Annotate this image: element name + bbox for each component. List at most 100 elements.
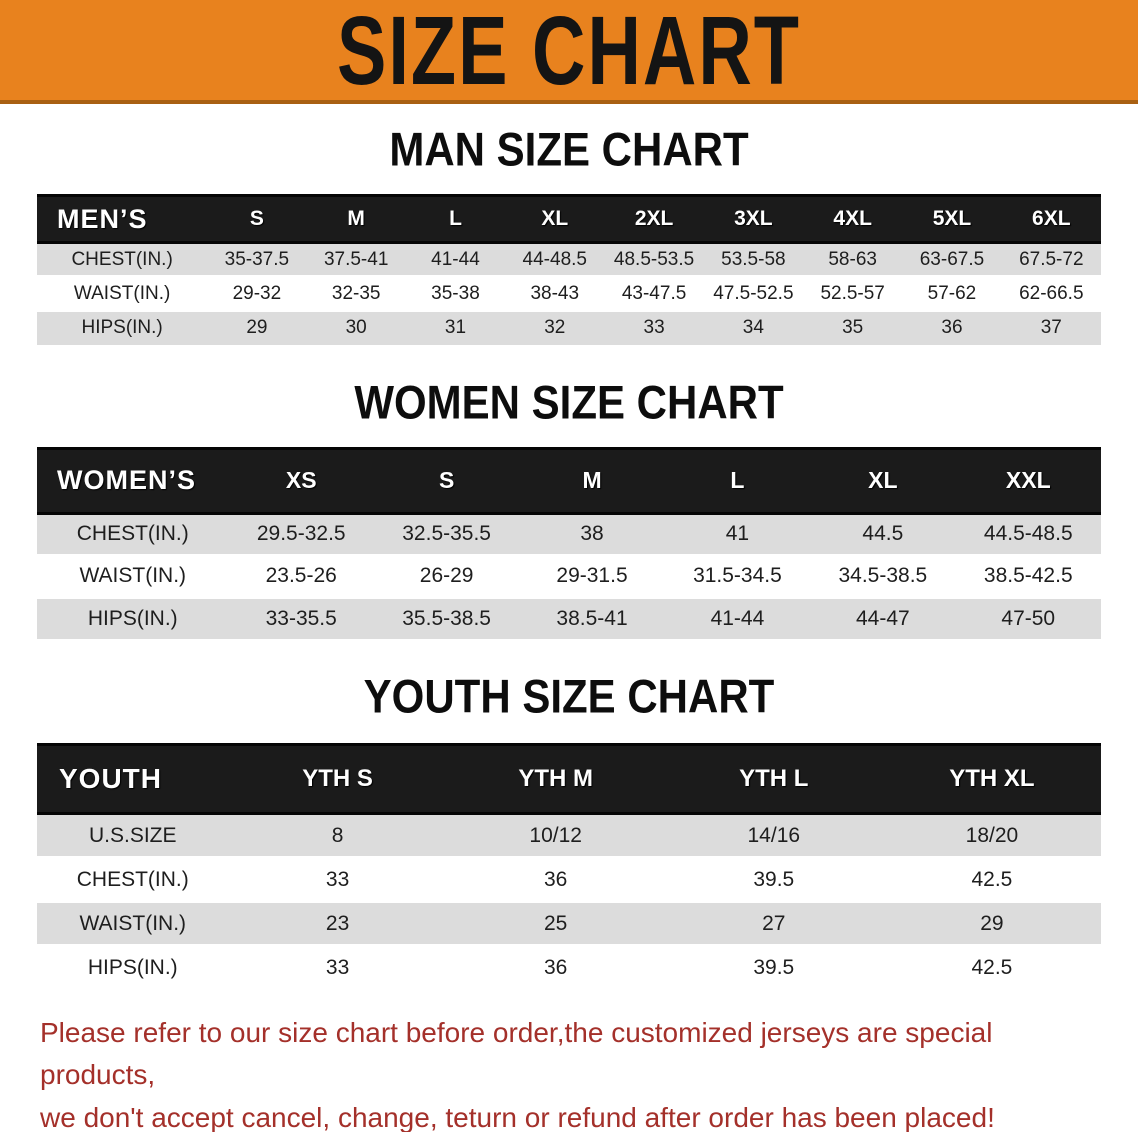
- size-value-cell: 29: [207, 309, 307, 345]
- row-label: WAIST(IN.): [37, 553, 229, 597]
- size-value-cell: 29: [882, 900, 1101, 946]
- size-chart-banner: SIZE CHART: [0, 0, 1138, 105]
- table-row: HIPS(IN.) 29 30 31 32 33 34 35 36 37: [37, 309, 1101, 345]
- size-value-cell: 36: [446, 856, 665, 902]
- size-value-cell: 25: [446, 900, 665, 946]
- size-column-header: 2XL: [604, 194, 704, 244]
- size-column-header: YTH S: [228, 743, 447, 815]
- size-column-header: S: [207, 194, 307, 244]
- size-value-cell: 38: [519, 511, 665, 555]
- size-value-cell: 41: [664, 511, 811, 555]
- size-column-header: YTH M: [446, 743, 665, 815]
- table-header-row: YOUTH YTH S YTH M YTH L YTH XL: [37, 743, 1101, 815]
- row-label: CHEST(IN.): [37, 241, 208, 277]
- youth-section-heading-text: YOUTH SIZE CHART: [363, 670, 775, 723]
- size-value-cell: 53.5-58: [703, 241, 804, 277]
- women-section-heading-text: WOMEN SIZE CHART: [354, 375, 784, 429]
- table-row: CHEST(IN.) 35-37.5 37.5-41 41-44 44-48.5 48.5…: [37, 241, 1101, 277]
- size-value-cell: 48.5-53.5: [604, 241, 704, 277]
- man-section-heading-text: MAN SIZE CHART: [389, 123, 749, 176]
- women-section-heading: WOMEN SIZE CHART: [0, 375, 1138, 429]
- youth-size-section: YOUTH SIZE CHART YOUTH YTH S YTH M YTH L YTH…: [0, 670, 1138, 990]
- size-value-cell: 62-66.5: [1001, 275, 1101, 311]
- size-value-cell: 23: [228, 900, 447, 946]
- size-column-header: XL: [505, 194, 605, 244]
- size-value-cell: 38.5-41: [519, 595, 665, 639]
- table-row: CHEST(IN.) 33 36 39.5 42.5: [37, 856, 1101, 902]
- size-value-cell: 57-62: [902, 275, 1002, 311]
- size-column-header: XXL: [955, 446, 1101, 515]
- size-column-header: XS: [228, 446, 374, 515]
- table-title: YOUTH: [37, 743, 229, 815]
- size-value-cell: 33: [604, 309, 704, 345]
- size-column-header: L: [405, 194, 506, 244]
- size-column-header: 3XL: [703, 194, 804, 244]
- size-value-cell: 47-50: [955, 595, 1101, 639]
- size-value-cell: 44-47: [810, 595, 956, 639]
- size-value-cell: 38-43: [505, 275, 605, 311]
- size-value-cell: 41-44: [664, 595, 811, 639]
- size-value-cell: 8: [228, 812, 447, 858]
- size-value-cell: 43-47.5: [604, 275, 704, 311]
- size-value-cell: 41-44: [405, 241, 506, 277]
- mens-size-table: MEN’S S M L XL 2XL 3XL 4XL 5XL 6XL CHEST(IN.) 35-37…: [37, 194, 1101, 345]
- size-value-cell: 44.5-48.5: [955, 511, 1101, 555]
- size-value-cell: 35.5-38.5: [373, 595, 520, 639]
- table-row: WAIST(IN.) 23.5-26 26-29 29-31.5 31.5-34.5 34…: [37, 553, 1101, 597]
- row-label: WAIST(IN.): [37, 275, 208, 311]
- size-value-cell: 37: [1001, 309, 1101, 345]
- size-value-cell: 33: [228, 856, 447, 902]
- size-value-cell: 58-63: [803, 241, 903, 277]
- row-label: HIPS(IN.): [37, 595, 229, 639]
- size-value-cell: 29-32: [207, 275, 307, 311]
- size-column-header: YTH XL: [882, 743, 1101, 815]
- size-value-cell: 32-35: [306, 275, 406, 311]
- table-header-row: WOMEN’S XS S M L XL XXL: [37, 446, 1101, 515]
- size-value-cell: 26-29: [373, 553, 520, 597]
- size-value-cell: 39.5: [664, 944, 883, 990]
- size-value-cell: 34: [703, 309, 804, 345]
- size-column-header: 4XL: [803, 194, 903, 244]
- size-value-cell: 38.5-42.5: [955, 553, 1101, 597]
- order-disclaimer: Please refer to our size chart before or…: [40, 1012, 1100, 1132]
- size-value-cell: 32: [505, 309, 605, 345]
- man-section-heading: MAN SIZE CHART: [0, 123, 1138, 176]
- size-value-cell: 31: [405, 309, 506, 345]
- size-value-cell: 30: [306, 309, 406, 345]
- size-value-cell: 52.5-57: [803, 275, 903, 311]
- size-column-header: M: [306, 194, 406, 244]
- table-row: U.S.SIZE 8 10/12 14/16 18/20: [37, 812, 1101, 858]
- size-value-cell: 42.5: [882, 856, 1101, 902]
- size-column-header: 5XL: [902, 194, 1002, 244]
- size-value-cell: 39.5: [664, 856, 883, 902]
- row-label: HIPS(IN.): [37, 944, 229, 990]
- women-size-section: WOMEN SIZE CHART WOMEN’S XS S M L XL XXL CHEST(…: [0, 375, 1138, 639]
- row-label: CHEST(IN.): [37, 511, 229, 555]
- size-value-cell: 36: [446, 944, 665, 990]
- row-label: U.S.SIZE: [37, 812, 229, 858]
- size-value-cell: 35-38: [405, 275, 506, 311]
- size-value-cell: 33-35.5: [228, 595, 374, 639]
- size-column-header: L: [664, 446, 811, 515]
- table-row: WAIST(IN.) 29-32 32-35 35-38 38-43 43-47.5 47.…: [37, 275, 1101, 311]
- table-row: CHEST(IN.) 29.5-32.5 32.5-35.5 38 41 44.5 44.5…: [37, 511, 1101, 555]
- size-value-cell: 31.5-34.5: [664, 553, 811, 597]
- youth-size-table: YOUTH YTH S YTH M YTH L YTH XL U.S.SIZE 8 10/12…: [37, 743, 1101, 990]
- table-title: WOMEN’S: [37, 446, 229, 515]
- size-value-cell: 32.5-35.5: [373, 511, 520, 555]
- size-value-cell: 34.5-38.5: [810, 553, 956, 597]
- size-value-cell: 44-48.5: [505, 241, 605, 277]
- size-column-header: M: [519, 446, 665, 515]
- size-value-cell: 14/16: [664, 812, 883, 858]
- man-size-section: MAN SIZE CHART MEN’S S M L XL 2XL 3XL 4XL 5XL 6XL…: [0, 123, 1138, 345]
- size-column-header: S: [373, 446, 520, 515]
- youth-section-heading: YOUTH SIZE CHART: [0, 670, 1138, 723]
- size-column-header: XL: [810, 446, 956, 515]
- size-value-cell: 18/20: [882, 812, 1101, 858]
- table-row: HIPS(IN.) 33 36 39.5 42.5: [37, 944, 1101, 990]
- size-value-cell: 36: [902, 309, 1002, 345]
- size-value-cell: 23.5-26: [228, 553, 374, 597]
- table-title: MEN’S: [37, 194, 208, 244]
- size-value-cell: 67.5-72: [1001, 241, 1101, 277]
- disclaimer-line-1: Please refer to our size chart before or…: [40, 1016, 993, 1091]
